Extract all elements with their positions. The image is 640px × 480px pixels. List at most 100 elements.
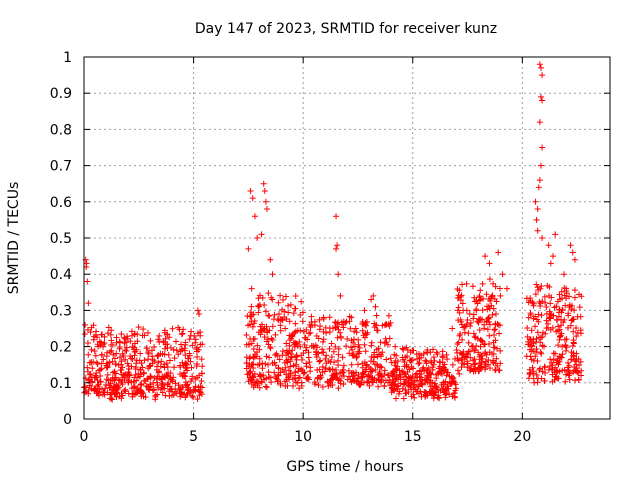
data-point [537,365,544,372]
data-point [491,295,498,302]
data-point [319,346,326,353]
data-point [161,385,168,392]
data-point [319,363,326,370]
data-point [363,366,370,373]
data-point [443,351,450,358]
data-point [556,336,563,343]
data-point [306,359,313,366]
data-point [533,371,540,378]
data-point [286,376,293,383]
data-point [334,323,341,330]
data-point [369,379,376,386]
data-point [156,332,163,339]
data-point [291,329,298,336]
data-point [567,242,574,249]
data-point [558,288,565,295]
data-point [464,364,471,371]
data-point [449,361,456,368]
data-point [430,346,437,353]
data-point [277,380,284,387]
data-point [100,343,107,350]
data-point [194,353,201,360]
data-point [285,309,292,316]
data-point [464,358,471,365]
data-point [286,342,293,349]
data-point [470,330,477,337]
data-point [179,330,186,337]
data-point [321,368,328,375]
data-point [193,362,200,369]
data-point [195,346,202,353]
data-point [382,335,389,342]
data-point [275,299,282,306]
data-point [152,396,159,403]
data-point [188,378,195,385]
data-point [131,340,138,347]
data-point [271,369,278,376]
data-point [550,350,557,357]
data-point [335,385,342,392]
data-point [182,352,189,359]
data-point [355,341,362,348]
data-point [99,331,106,338]
data-point [362,330,369,337]
data-point [577,313,584,320]
data-point [275,364,282,371]
data-point [172,338,179,345]
data-point [97,373,104,380]
data-point [292,354,299,361]
data-point [418,380,425,387]
data-point [487,297,494,304]
data-point [550,356,557,363]
data-point [363,318,370,325]
data-point [323,352,330,359]
data-point [137,381,144,388]
data-point [566,376,573,383]
data-point [444,369,451,376]
data-point [571,287,578,294]
data-point [413,370,420,377]
data-point [538,283,545,290]
data-point [420,364,427,371]
data-point [468,362,475,369]
data-point [131,330,138,337]
data-point [529,364,536,371]
data-point [334,242,341,249]
data-point [121,334,128,341]
data-point [145,349,152,356]
data-point [307,329,314,336]
data-point [373,377,380,384]
data-point [281,368,288,375]
data-point [397,373,404,380]
data-point [101,340,108,347]
data-point [530,375,537,382]
data-point [423,360,430,367]
data-point [283,316,290,323]
data-point [477,296,484,303]
data-point [441,361,448,368]
data-point [407,374,414,381]
data-point [258,327,265,334]
data-point [339,366,346,373]
data-point [137,350,144,357]
data-point [454,340,461,347]
data-point [439,370,446,377]
data-point [194,396,201,403]
data-point [269,271,276,278]
data-point [373,346,380,353]
data-point [104,349,111,356]
data-point [570,353,577,360]
data-point [305,349,312,356]
data-point [386,376,393,383]
data-point [330,348,337,355]
data-point [460,307,467,314]
data-point [180,384,187,391]
data-point [122,356,129,363]
data-point [439,354,446,361]
data-point [567,322,574,329]
data-point [198,356,205,363]
data-point [105,324,112,331]
data-point [353,329,360,336]
data-point [539,333,546,340]
data-point [565,359,572,366]
